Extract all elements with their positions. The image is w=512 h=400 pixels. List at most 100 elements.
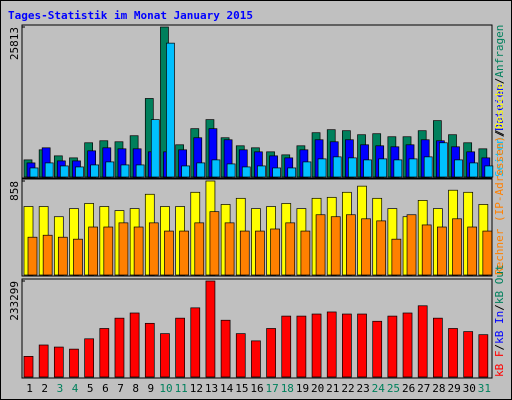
bar	[302, 161, 312, 178]
x-tick-label: 21	[326, 382, 339, 395]
legend-separator: /	[493, 344, 506, 351]
bar	[196, 162, 206, 178]
x-tick-label: 10	[159, 382, 172, 395]
x-tick-label: 29	[447, 382, 460, 395]
bar	[315, 214, 326, 276]
bar	[133, 226, 144, 276]
bar	[135, 164, 145, 178]
x-tick-label: 20	[311, 382, 324, 395]
x-tick-label: 4	[72, 382, 79, 395]
bar	[120, 164, 130, 178]
x-tick-label: 8	[132, 382, 139, 395]
bar	[148, 222, 159, 276]
bar	[99, 328, 110, 378]
legend-entry: kB In	[493, 311, 506, 344]
bar	[166, 42, 175, 178]
x-tick-label: 16	[250, 382, 263, 395]
bar	[391, 238, 402, 276]
x-tick-label: 18	[281, 382, 294, 395]
bar	[241, 166, 251, 178]
bar	[209, 211, 220, 276]
bar	[190, 307, 201, 378]
bar	[372, 320, 383, 378]
x-tick-label: 22	[341, 382, 354, 395]
x-tick-label: 13	[205, 382, 218, 395]
x-tick-label: 14	[220, 382, 234, 395]
bar	[423, 156, 433, 178]
bar	[114, 317, 125, 378]
x-tick-label: 19	[296, 382, 309, 395]
legend: kB F/kB In/kB Out	[493, 264, 506, 377]
bar	[44, 162, 54, 178]
x-tick-label: 5	[87, 382, 94, 395]
bar	[467, 226, 478, 276]
legend-entry: Anfragen	[493, 25, 506, 78]
bar	[226, 163, 236, 178]
x-tick-label: 1	[26, 382, 33, 395]
bar	[332, 156, 342, 178]
bar	[257, 165, 266, 178]
bar	[287, 167, 297, 178]
legend-separator: /	[493, 129, 506, 136]
bar	[57, 236, 68, 276]
bar	[281, 315, 292, 378]
bar	[255, 230, 265, 276]
bar	[59, 165, 69, 178]
bar	[363, 159, 372, 178]
legend-separator: /	[493, 131, 506, 138]
bar	[406, 214, 417, 276]
bar	[452, 218, 462, 276]
bar	[194, 222, 205, 276]
x-tick-label: 6	[102, 382, 109, 395]
bar	[73, 238, 83, 276]
legend-entry: Besuche	[493, 83, 506, 129]
bar	[235, 333, 246, 378]
bar	[361, 218, 371, 276]
chart-title: Tages-Statistik im Monat January 2015	[8, 9, 253, 22]
x-tick-label: 7	[117, 382, 124, 395]
legend: Rechner (IP-Adressen)/ Besuche	[493, 83, 506, 275]
bar	[433, 317, 443, 378]
bar	[469, 162, 479, 178]
bar	[482, 230, 493, 276]
bar	[439, 142, 448, 178]
bar	[144, 322, 155, 378]
bar	[88, 226, 98, 276]
bar	[348, 157, 357, 178]
legend-entry: Dateien	[493, 84, 506, 130]
bar	[421, 224, 432, 276]
x-tick-label: 27	[417, 382, 430, 395]
bar	[478, 334, 489, 378]
bar	[317, 158, 327, 178]
bar	[285, 222, 296, 276]
x-tick-label: 26	[402, 382, 415, 395]
bar	[270, 228, 280, 276]
y-tick-label: 858	[8, 181, 21, 201]
bar	[408, 158, 418, 178]
bar	[402, 312, 413, 378]
x-tick-label: 28	[432, 382, 445, 395]
x-tick-label: 12	[190, 382, 203, 395]
bar	[42, 234, 53, 276]
legend-entry: kB Out	[493, 264, 506, 304]
legend-separator: /	[493, 304, 506, 311]
bar	[484, 165, 494, 178]
bar	[75, 166, 84, 178]
x-tick-label: 25	[387, 382, 400, 395]
bar	[330, 216, 341, 276]
legend-entry: Seiten	[493, 137, 506, 177]
bar	[118, 222, 129, 276]
x-tick-label: 17	[266, 382, 279, 395]
bar	[357, 313, 367, 378]
x-tick-label: 23	[357, 382, 370, 395]
bar	[220, 319, 231, 378]
bar	[387, 315, 398, 378]
bar	[27, 236, 38, 276]
bar	[296, 315, 307, 378]
bar	[342, 313, 352, 378]
bar	[311, 313, 322, 378]
bar	[38, 344, 49, 378]
bar	[205, 280, 216, 378]
x-tick-label: 3	[57, 382, 64, 395]
